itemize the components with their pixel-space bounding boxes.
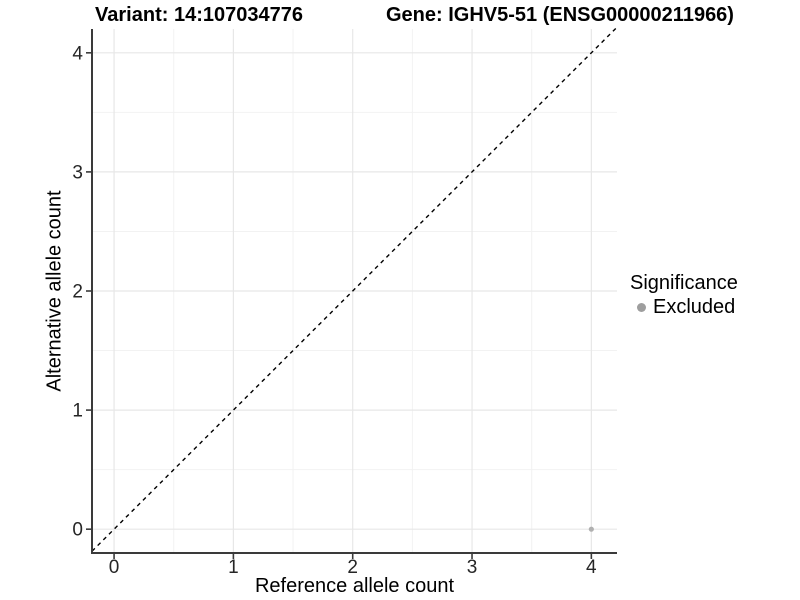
plot-title-variant: Variant: 14:107034776 xyxy=(95,4,303,26)
legend-title: Significance xyxy=(630,272,738,294)
y-tick-label: 3 xyxy=(72,162,83,183)
y-tick-label: 2 xyxy=(72,282,83,303)
y-tick-label: 4 xyxy=(72,43,83,64)
legend-item-label: Excluded xyxy=(653,296,736,318)
x-tick-label: 3 xyxy=(467,557,478,578)
legend: Significance Excluded xyxy=(630,272,738,319)
data-point xyxy=(588,526,594,532)
legend-point-icon xyxy=(637,303,646,312)
identity-line xyxy=(91,26,618,552)
x-tick-label: 4 xyxy=(586,557,597,578)
legend-item-excluded: Excluded xyxy=(630,296,738,319)
x-tick-label: 1 xyxy=(228,557,239,578)
y-axis-title: Alternative allele count xyxy=(43,190,66,392)
x-axis-title: Reference allele count xyxy=(254,575,454,597)
y-tick-label: 0 xyxy=(72,520,83,541)
x-tick-label: 0 xyxy=(109,557,120,578)
plot-title-gene: Gene: IGHV5-51 (ENSG00000211966) xyxy=(386,4,734,26)
y-tick-label: 1 xyxy=(72,401,83,422)
x-tick-label: 2 xyxy=(347,557,358,578)
